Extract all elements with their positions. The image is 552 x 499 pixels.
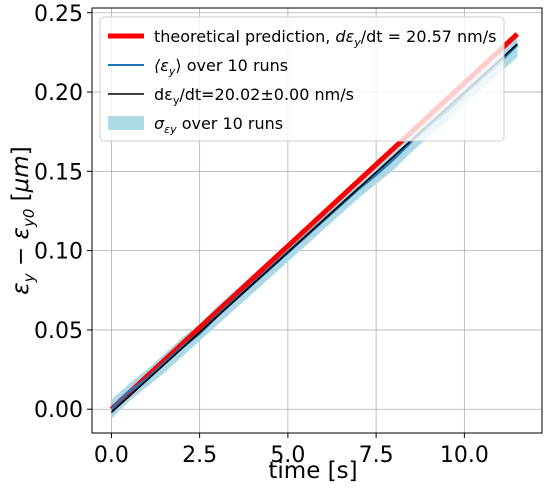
legend: theoretical prediction, dεy/dt = 20.57 n… [99, 16, 505, 142]
y-axis-label: εy − εy0 [μm] [8, 146, 38, 294]
x-tick-label: 5.0 [270, 443, 305, 468]
x-tick-label: 2.5 [182, 443, 217, 468]
y-tick-label: 0.25 [34, 2, 83, 27]
legend-entry-label: σεy over 10 runs [154, 114, 283, 136]
x-tick-label: 10.0 [440, 443, 489, 468]
y-tick-label: 0.10 [34, 240, 83, 265]
legend-entry-label: dεy/dt=20.02±0.00 nm/s [154, 85, 354, 107]
legend-entry-label: theoretical prediction, dεy/dt = 20.57 n… [154, 27, 497, 49]
y-tick-label: 0.15 [34, 160, 83, 185]
plot-frame [91, 7, 543, 434]
x-tick-label: 7.5 [359, 443, 394, 468]
x-tick-label: 0.0 [94, 443, 129, 468]
axis-labels: time [s] εy − εy0 [μm] [8, 146, 358, 484]
axes [87, 7, 543, 438]
legend-entry-label: ⟨εy⟩ over 10 runs [154, 56, 288, 78]
legend-band-handle [108, 116, 144, 130]
x-axis-label: time [s] [268, 458, 357, 484]
legend-box [99, 16, 505, 142]
y-tick-label: 0.20 [34, 81, 83, 106]
y-tick-label: 0.00 [34, 398, 83, 423]
y-tick-label: 0.05 [34, 319, 83, 344]
tick-labels: 0.0 2.5 5.0 7.5 10.0 0.00 0.05 0.10 0.15 0.20 0.25 [34, 2, 489, 468]
